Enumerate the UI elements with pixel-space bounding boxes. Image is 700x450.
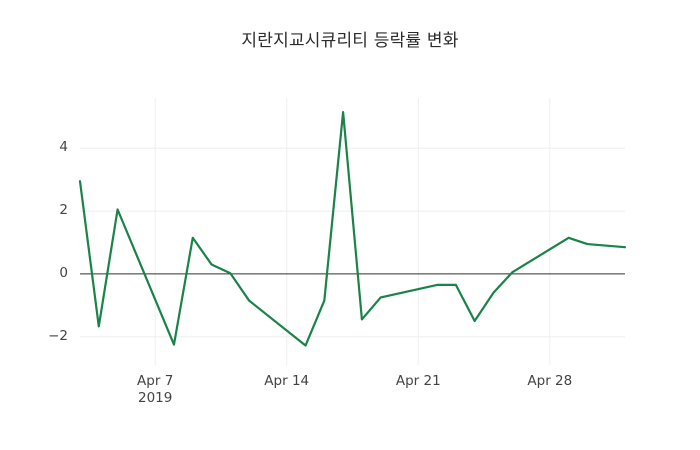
x-tick-label: Apr 21 — [358, 373, 478, 390]
x-tick-label-main: Apr 14 — [264, 373, 310, 389]
y-tick-label: 4 — [59, 139, 68, 156]
chart-title: 지란지교시큐리티 등락률 변화 — [241, 31, 459, 51]
x-tick-label-main: Apr 7 — [137, 373, 174, 389]
x-tick-label: Apr 7 2019 — [95, 373, 215, 407]
x-tick-label: Apr 28 — [490, 373, 610, 390]
x-tick-label: Apr 14 — [227, 373, 347, 390]
x-tick-label-main: Apr 28 — [527, 373, 573, 389]
x-tick-label-main: Apr 21 — [395, 373, 441, 389]
x-gridlines — [154, 98, 551, 365]
y-tick-label: 0 — [59, 264, 68, 281]
y-gridlines — [80, 147, 625, 338]
data-series-line — [78, 111, 627, 347]
y-tick-label: −2 — [48, 327, 68, 344]
x-tick-label-year: 2019 — [137, 390, 173, 406]
y-tick-label: 2 — [59, 202, 68, 219]
